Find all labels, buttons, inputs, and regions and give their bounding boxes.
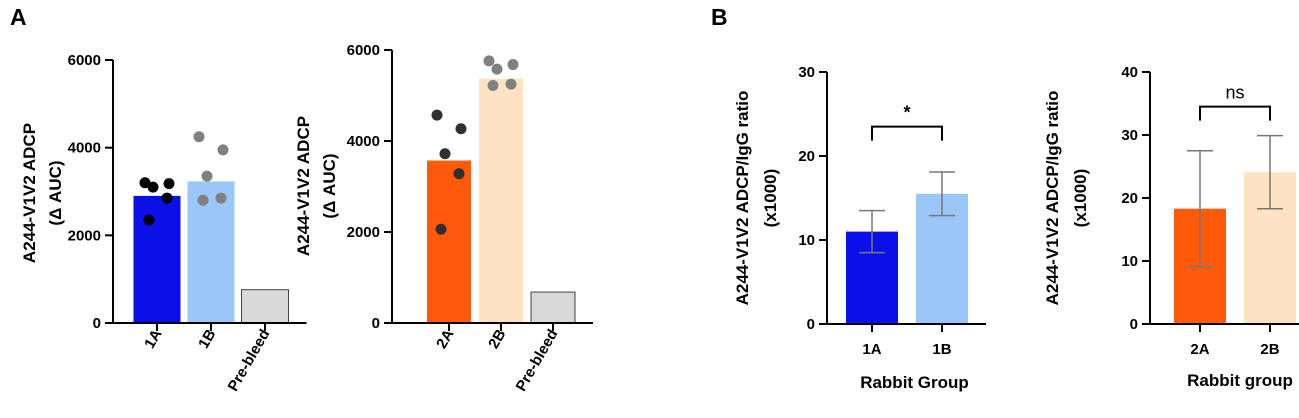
category-label-1a: 1A <box>141 326 165 351</box>
y-tick-label: 2000 <box>68 227 101 244</box>
data-point <box>217 144 229 156</box>
data-point <box>435 223 447 235</box>
y-tick-label: 2000 <box>347 224 380 241</box>
y-tick-label: 4000 <box>347 133 380 150</box>
data-point <box>507 59 519 71</box>
x-axis-label: Rabbit group <box>1187 371 1293 390</box>
y-axis-label: (x1000) <box>761 169 780 228</box>
category-label-pre-bleed: Pre-bleed <box>225 327 274 395</box>
data-point <box>197 194 209 206</box>
y-tick-label: 0 <box>807 316 815 333</box>
x-axis-label: Rabbit Group <box>860 373 969 392</box>
bar-1a <box>133 195 181 323</box>
y-tick-label: 6000 <box>347 42 380 59</box>
category-label-1a: 1A <box>862 341 881 358</box>
bar-2a <box>427 160 471 323</box>
y-tick-label: 20 <box>798 148 815 165</box>
bar-pre-bleed <box>241 289 289 324</box>
data-point <box>455 123 467 135</box>
bar-2b <box>479 78 523 323</box>
significance-label: ns <box>1225 83 1244 103</box>
significance-bracket <box>871 125 943 141</box>
category-label-2a: 2A <box>433 326 457 351</box>
y-tick-label: 0 <box>372 315 380 332</box>
category-label-pre-bleed: Pre-bleed <box>513 327 562 395</box>
chart-b-group2: 0 10 20 30 40 2A 2B A244-V1V2 ADCP/IgG ratio (x1… <box>1043 64 1299 390</box>
y-axis-label: (Δ AUC) <box>320 153 339 218</box>
y-tick-label: 4000 <box>68 140 101 157</box>
data-point <box>431 109 443 121</box>
y-tick-label: 10 <box>1121 253 1138 270</box>
data-point <box>483 55 495 67</box>
data-point <box>147 181 159 193</box>
y-axis-label: (Δ AUC) <box>46 160 65 225</box>
y-tick-label: 0 <box>1130 316 1138 333</box>
panel-letter-b: B <box>711 4 728 30</box>
y-axis-label: A244-V1V2 ADCP <box>294 116 313 256</box>
data-point <box>201 170 213 182</box>
significance-label: * <box>903 103 910 123</box>
category-label-2b: 2B <box>485 326 509 351</box>
significance-bracket <box>1199 105 1271 121</box>
panel-letter-a: A <box>10 4 27 30</box>
category-label-2a: 2A <box>1190 341 1209 358</box>
bar-1b <box>187 181 235 323</box>
y-tick-label: 10 <box>798 232 815 249</box>
data-point <box>143 214 155 226</box>
y-tick-label: 0 <box>93 315 101 332</box>
bar-pre-bleed <box>530 291 576 324</box>
y-tick-label: 30 <box>798 64 815 81</box>
y-tick-label: 30 <box>1121 127 1138 144</box>
y-axis-label: A244-V1V2 ADCP/IgG ratio <box>1043 91 1062 306</box>
chart-a-group2: 0 2000 4000 6000 2A 2B Pre-bleed A244-V1V2 ADCP… <box>294 42 593 394</box>
category-label-1b: 1B <box>195 326 219 351</box>
y-tick-label: 6000 <box>68 52 101 69</box>
chart-a-group1: 0 2000 4000 6000 1A 1B Pre-bleed A244-V1V2 ADCP… <box>20 52 307 394</box>
y-axis-label: A244-V1V2 ADCP <box>20 123 39 263</box>
category-label-2b: 2B <box>1260 341 1279 358</box>
y-axis-label: (x1000) <box>1071 169 1090 228</box>
y-axis-label: A244-V1V2 ADCP/IgG ratio <box>733 91 752 306</box>
data-point <box>439 148 451 160</box>
data-point <box>163 178 175 190</box>
data-point <box>491 63 503 75</box>
data-point <box>161 192 173 204</box>
data-point <box>215 192 227 204</box>
chart-b-group1: 0 10 20 30 1A 1B A244-V1V2 ADCP/IgG ratio (x100… <box>733 64 986 392</box>
y-tick-label: 20 <box>1121 190 1138 207</box>
data-point <box>505 78 517 90</box>
y-tick-label: 40 <box>1121 64 1138 81</box>
data-point <box>453 168 465 180</box>
category-label-1b: 1B <box>932 341 951 358</box>
data-point <box>487 79 499 91</box>
data-point <box>193 131 205 143</box>
